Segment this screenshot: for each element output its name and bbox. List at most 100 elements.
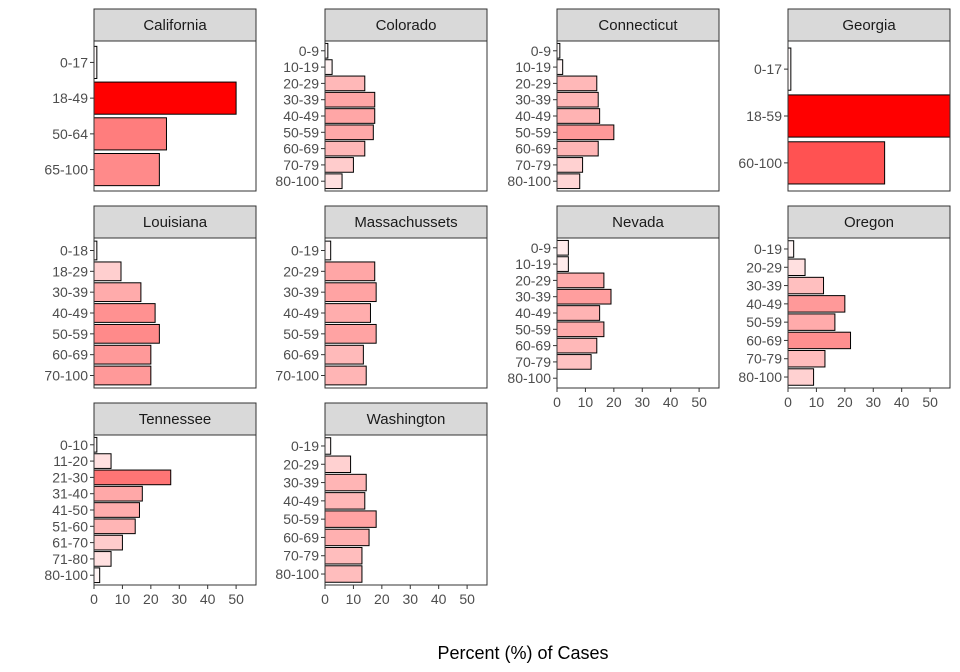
panel-border bbox=[556, 237, 720, 389]
facet-strip bbox=[93, 8, 257, 42]
facet-title: Massachussets bbox=[354, 214, 457, 231]
x-tick-label: 20 bbox=[374, 591, 390, 607]
y-tick-label: 18-49 bbox=[52, 90, 88, 106]
y-tick-label: 10-19 bbox=[283, 59, 319, 75]
x-tick-label: 20 bbox=[837, 394, 853, 410]
facet-strip bbox=[324, 205, 488, 239]
y-tick-label: 60-69 bbox=[746, 332, 782, 348]
y-tick-label: 50-59 bbox=[746, 314, 782, 330]
bar bbox=[787, 240, 795, 258]
facet-massachussets: Massachussets 0-19 20-29 30-39 40-49 50-59 60-… bbox=[275, 205, 488, 389]
y-tick-label: 50-59 bbox=[283, 124, 319, 140]
facet-title: Connecticut bbox=[598, 17, 678, 34]
bar bbox=[324, 157, 354, 173]
facet-tennessee: Tennessee 0-1011-2021-3031-4041-5051-6061… bbox=[44, 402, 257, 607]
facet-title: Colorado bbox=[376, 17, 437, 34]
y-tick-label: 50-64 bbox=[52, 126, 88, 142]
y-tick-label: 0-10 bbox=[60, 437, 88, 453]
facet-title: Tennessee bbox=[139, 411, 212, 428]
x-tick-label: 0 bbox=[553, 394, 561, 410]
y-tick-label: 80-100 bbox=[275, 173, 319, 189]
facet-oregon: Oregon 0-19 20-29 30-39 40-49 50-59 60-69 70-79… bbox=[738, 205, 951, 410]
bar bbox=[93, 502, 140, 518]
y-tick-label: 70-79 bbox=[283, 157, 319, 173]
y-tick-label: 80-100 bbox=[275, 566, 319, 582]
bar bbox=[787, 368, 815, 386]
x-axis-title: Percent (%) of Cases bbox=[437, 643, 608, 663]
bar bbox=[556, 75, 598, 92]
y-tick-label: 50-59 bbox=[515, 124, 551, 140]
bar bbox=[556, 272, 605, 289]
x-tick-label: 0 bbox=[784, 394, 792, 410]
y-tick-label: 80-100 bbox=[507, 370, 551, 386]
bar bbox=[324, 547, 363, 565]
bar bbox=[556, 124, 615, 141]
x-tick-label: 10 bbox=[346, 591, 362, 607]
panel-border bbox=[93, 237, 257, 389]
bar bbox=[93, 344, 152, 365]
bar bbox=[556, 59, 564, 75]
y-tick-label: 18-59 bbox=[746, 108, 782, 124]
bar bbox=[324, 323, 377, 344]
y-tick-label: 11-20 bbox=[53, 453, 88, 469]
facet-title: Georgia bbox=[842, 17, 896, 34]
y-tick-label: 30-39 bbox=[52, 284, 88, 300]
bar bbox=[556, 173, 581, 190]
bar bbox=[324, 365, 367, 386]
bar bbox=[787, 258, 806, 277]
y-tick-label: 20-29 bbox=[283, 263, 319, 279]
bar bbox=[324, 75, 366, 92]
facet-washington: Washington 0-19 20-29 30-39 40-49 50-59 60-69 7… bbox=[275, 402, 488, 607]
y-tick-label: 41-50 bbox=[52, 502, 88, 518]
y-tick-label: 20-29 bbox=[746, 259, 782, 275]
bar bbox=[324, 455, 352, 474]
bar bbox=[556, 288, 612, 305]
facet-georgia: Georgia 0-17 18-59 60-100 bbox=[738, 8, 951, 192]
y-tick-label: 20-29 bbox=[515, 272, 551, 288]
bar bbox=[324, 59, 333, 75]
x-tick-label: 10 bbox=[578, 394, 594, 410]
y-tick-label: 40-49 bbox=[515, 108, 551, 124]
bar bbox=[93, 567, 101, 584]
y-tick-label: 21-30 bbox=[52, 469, 88, 485]
bar bbox=[556, 354, 592, 370]
y-tick-label: 0-19 bbox=[754, 241, 782, 257]
x-tick-label: 30 bbox=[865, 394, 881, 410]
y-tick-label: 30-39 bbox=[283, 284, 319, 300]
panel-border bbox=[93, 434, 257, 586]
facet-title: Nevada bbox=[612, 214, 664, 231]
y-tick-label: 0-17 bbox=[754, 61, 782, 77]
y-tick-label: 40-49 bbox=[283, 305, 319, 321]
x-tick-label: 0 bbox=[90, 591, 98, 607]
bar bbox=[556, 337, 598, 354]
bar bbox=[787, 331, 852, 350]
y-tick-label: 40-49 bbox=[515, 305, 551, 321]
y-tick-label: 10-19 bbox=[515, 59, 551, 75]
y-tick-label: 20-29 bbox=[283, 75, 319, 91]
bar bbox=[93, 518, 136, 535]
bar bbox=[324, 492, 366, 510]
x-tick-label: 40 bbox=[200, 591, 216, 607]
y-tick-label: 0-17 bbox=[60, 54, 88, 70]
bar bbox=[93, 323, 160, 344]
bar bbox=[324, 473, 367, 492]
bar bbox=[556, 140, 599, 157]
bar bbox=[324, 510, 377, 528]
x-tick-label: 50 bbox=[922, 394, 938, 410]
y-tick-label: 70-79 bbox=[515, 157, 551, 173]
x-tick-label: 10 bbox=[809, 394, 825, 410]
bar bbox=[93, 81, 237, 115]
y-tick-label: 70-100 bbox=[44, 368, 88, 384]
bar bbox=[324, 173, 343, 190]
facet-strip bbox=[324, 402, 488, 436]
bar bbox=[93, 303, 156, 323]
y-tick-label: 31-40 bbox=[52, 486, 88, 502]
bar bbox=[324, 261, 376, 282]
y-tick-label: 40-49 bbox=[283, 108, 319, 124]
y-tick-label: 0-9 bbox=[531, 240, 551, 256]
x-tick-label: 40 bbox=[431, 591, 447, 607]
y-tick-label: 20-29 bbox=[283, 456, 319, 472]
bar bbox=[787, 276, 825, 295]
y-tick-label: 65-100 bbox=[44, 162, 88, 178]
x-tick-label: 20 bbox=[606, 394, 622, 410]
